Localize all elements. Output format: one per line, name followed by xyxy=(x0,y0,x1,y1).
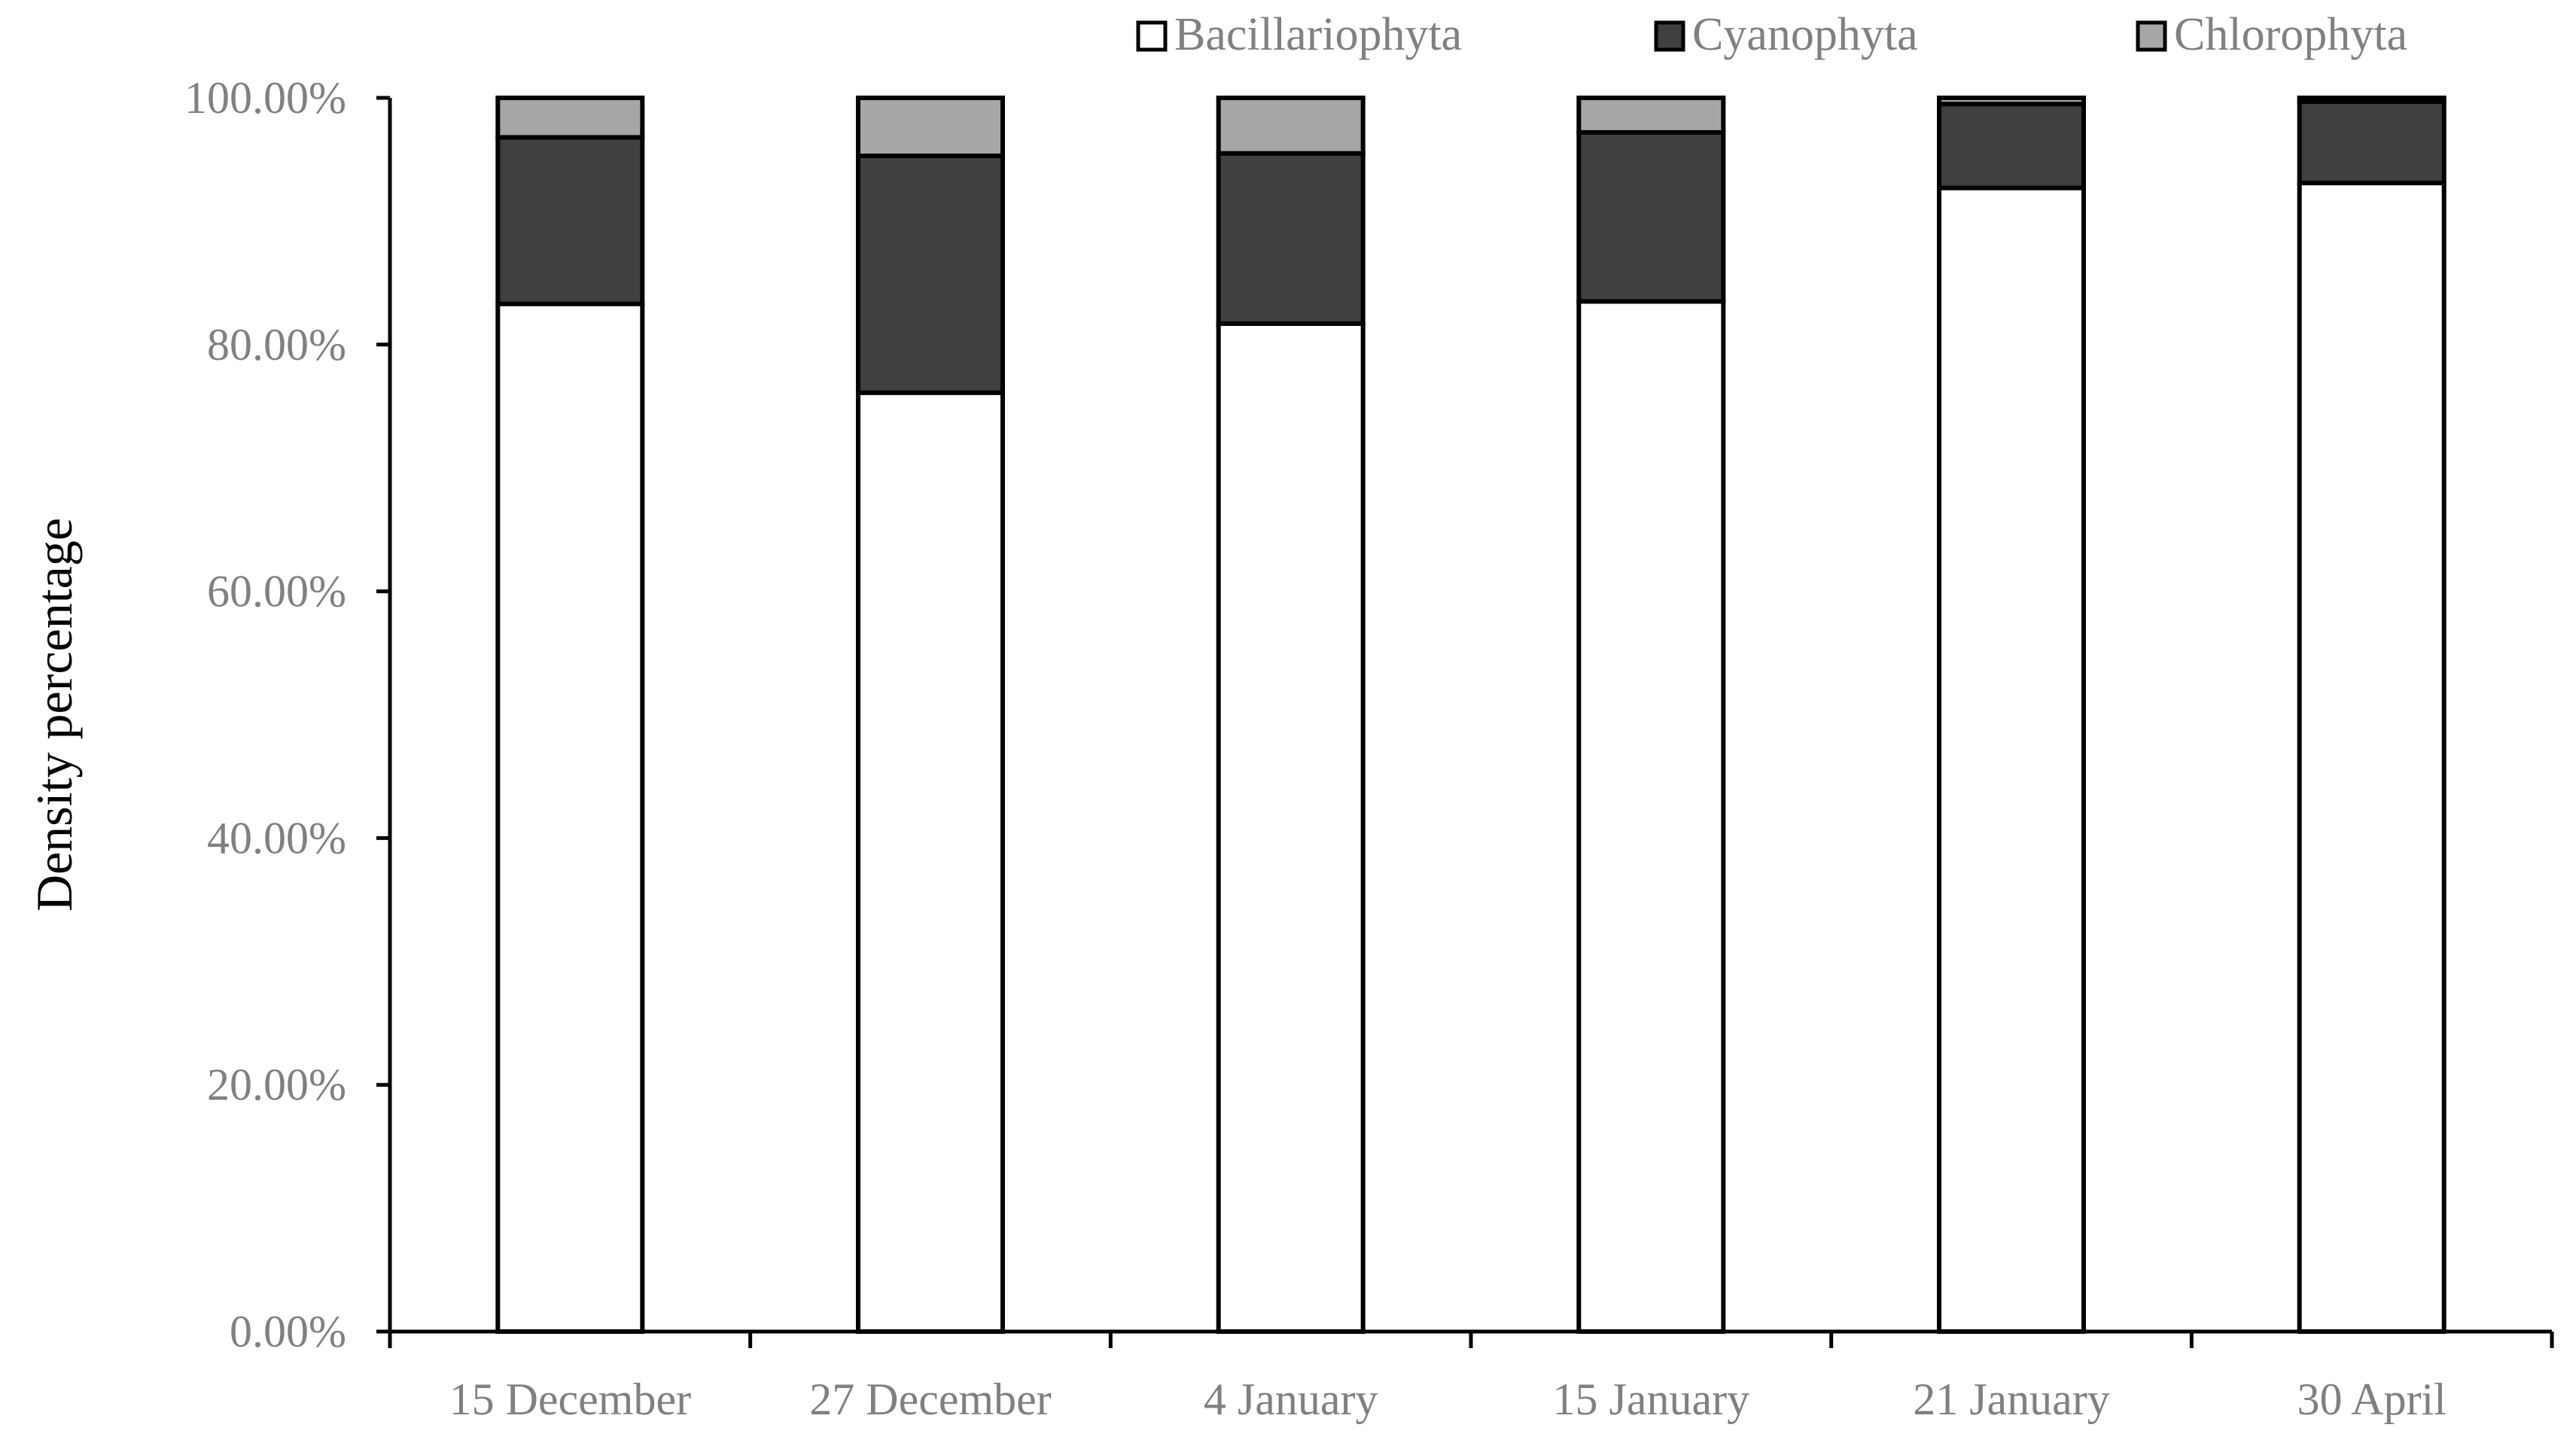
legend-label: Cyanophyta xyxy=(1692,9,1918,60)
y-tick-label: 80.00% xyxy=(207,320,346,370)
legend: Bacillariophyta Cyanophyta Chlorophyta xyxy=(1136,9,2407,60)
x-tick-label: 15 December xyxy=(449,1374,692,1424)
bar-segment-chlorophyta xyxy=(495,96,645,140)
y-tick-label: 0.00% xyxy=(230,1307,346,1356)
bar-segment-chlorophyta xyxy=(1937,96,2086,107)
x-tick-label: 21 January xyxy=(1913,1374,2110,1424)
legend-label: Bacillariophyta xyxy=(1174,9,1462,60)
x-tick-label: 27 December xyxy=(809,1374,1052,1424)
bar-segment-chlorophyta xyxy=(856,96,1005,159)
legend-swatch-chlorophyta xyxy=(2136,20,2167,52)
legend-swatch-bacillariophyta xyxy=(1136,20,1168,52)
x-tick-label: 15 January xyxy=(1553,1374,1750,1424)
y-tick-label: 20.00% xyxy=(207,1060,346,1110)
y-tick-label: 40.00% xyxy=(207,813,346,863)
bar-segment-cyanophyta xyxy=(495,135,645,306)
bar-segment-cyanophyta xyxy=(1576,129,1726,304)
y-tick-label: 100.00% xyxy=(184,73,346,123)
bar-segment-bacillariophyta xyxy=(495,301,645,1334)
bar-segment-chlorophyta xyxy=(1576,96,1726,135)
bar-segment-bacillariophyta xyxy=(1576,299,1726,1334)
y-axis-title: Density percentage xyxy=(26,518,83,912)
x-tick-label: 30 April xyxy=(2297,1374,2446,1424)
bar-segment-bacillariophyta xyxy=(856,390,1005,1335)
bar-segment-cyanophyta xyxy=(1216,151,1366,326)
bar-segment-bacillariophyta xyxy=(1937,185,2086,1335)
y-tick-label: 60.00% xyxy=(207,567,346,616)
bar-segment-chlorophyta xyxy=(2297,96,2447,104)
x-tick-labels: 15 December 27 December 4 January 15 Januar… xyxy=(449,1374,2447,1424)
y-tick-labels: 0.00% 20.00% 40.00% 60.00% 80.00% 100.00% xyxy=(184,73,346,1356)
bar-segment-chlorophyta xyxy=(1216,96,1366,156)
legend-label: Chlorophyta xyxy=(2174,9,2407,60)
bars xyxy=(495,96,2447,1335)
axes xyxy=(376,96,2554,1348)
bar-segment-cyanophyta xyxy=(856,154,1005,395)
x-tick-label: 4 January xyxy=(1204,1374,1378,1424)
bar-segment-cyanophyta xyxy=(2297,99,2447,186)
legend-swatch-cyanophyta xyxy=(1654,20,1685,52)
bar-segment-bacillariophyta xyxy=(1216,321,1366,1334)
bar-segment-cyanophyta xyxy=(1937,102,2086,190)
bar-segment-bacillariophyta xyxy=(2297,181,2447,1335)
